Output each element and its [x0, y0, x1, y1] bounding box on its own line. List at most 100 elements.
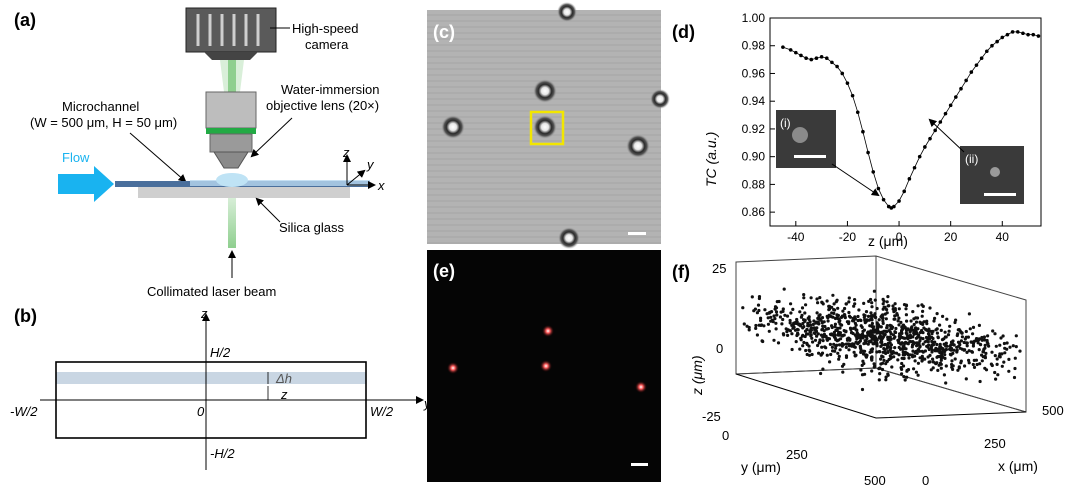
scatter-point [815, 311, 819, 315]
d-xlabel: z (μm) [868, 233, 908, 249]
tc-point [995, 39, 999, 44]
scatter-point [904, 313, 909, 317]
tc-point [985, 49, 989, 54]
f-ytick-250: 250 [786, 447, 808, 462]
scatter-point [822, 320, 826, 324]
scatter-point [808, 330, 813, 334]
tc-point [1015, 30, 1020, 34]
scatter-point [834, 300, 838, 304]
scatter-point [835, 313, 839, 317]
scatter-point [885, 311, 889, 315]
tc-point [876, 186, 881, 191]
scatter-point [935, 331, 940, 335]
scatter-point [792, 325, 796, 329]
scatter-point [875, 344, 879, 348]
objective-label-1: Water-immersion [281, 82, 379, 97]
axes-icon [343, 154, 376, 189]
scatter-point [990, 363, 994, 368]
inset-i-label: (i) [780, 116, 791, 130]
highlight-box [529, 110, 565, 146]
scatter-point [881, 302, 885, 306]
scatter-point [872, 362, 876, 366]
y-tick-label: 0.96 [742, 66, 766, 80]
scatter-point [876, 323, 881, 327]
scatter-point [946, 333, 951, 337]
scatter-point [856, 314, 860, 319]
tc-point [814, 56, 819, 61]
scatter-point [886, 350, 890, 354]
scatter-point [916, 361, 921, 365]
scatter-point [823, 345, 827, 349]
scatter-point [811, 340, 815, 344]
scatter-point [947, 329, 951, 333]
tc-point [948, 103, 953, 108]
scatter-point [899, 320, 903, 324]
scatter-point [943, 353, 947, 357]
scatter-point [944, 364, 948, 368]
scatter-point [860, 387, 865, 392]
scatter-point [806, 332, 810, 336]
scatter-point [767, 329, 771, 333]
scatter-point [953, 357, 957, 361]
scatter-point [848, 326, 853, 330]
tc-point [1005, 32, 1010, 37]
scatter-point [944, 347, 949, 352]
scatter-point [802, 318, 806, 322]
scatter-point [840, 364, 845, 368]
objective-label-2: objective lens (20×) [266, 98, 379, 113]
scatter-point [956, 332, 960, 336]
scatter-point [844, 355, 849, 359]
scatter-point [817, 322, 821, 326]
scatter-point [869, 311, 873, 315]
scatter-point [921, 331, 925, 335]
scatter-point [935, 361, 939, 365]
panel-label-a: (a) [14, 10, 36, 30]
scatter-point [812, 319, 816, 323]
scatter-point [801, 344, 805, 348]
microchannel-label-2: (W = 500 μm, H = 50 μm) [30, 115, 177, 130]
f-ytick-0: 0 [722, 428, 729, 443]
scatter-point [752, 309, 756, 313]
scatter-point [927, 343, 931, 347]
f-xtick-250: 250 [984, 436, 1006, 451]
scatter-point [864, 335, 869, 339]
scatter-point [765, 312, 769, 316]
scatter-point [928, 306, 932, 310]
scatter-point [905, 332, 909, 336]
scatter-point [770, 310, 774, 314]
scatter-point [925, 339, 929, 343]
scatter-point [864, 310, 869, 314]
scatter-point [887, 345, 891, 349]
scatter-point [879, 357, 883, 361]
scatter-point [878, 372, 882, 376]
scatter-point [836, 326, 840, 330]
tc-point [928, 136, 932, 141]
scatter-point [901, 353, 905, 357]
scatter-point [980, 338, 984, 342]
scatter-point [964, 335, 968, 339]
scatter-point [887, 304, 891, 308]
scatter-point [812, 326, 816, 330]
scatter-point [819, 371, 823, 376]
tc-point [1036, 34, 1041, 38]
scatter-point [885, 308, 889, 312]
panel-e: (e) [427, 250, 661, 482]
scatter-point [918, 330, 923, 335]
scatter-point [839, 337, 843, 341]
scatter-point [944, 341, 948, 345]
scatter-point [945, 317, 949, 321]
scatter-point [889, 337, 893, 341]
scatter-point [994, 344, 998, 348]
scatter-point [972, 365, 977, 369]
scatter-point [790, 347, 794, 352]
scatter-point [1014, 345, 1018, 349]
scatter-point [869, 340, 873, 344]
scatter-point [798, 347, 802, 351]
scatter-point [819, 333, 824, 337]
scatter-point [912, 367, 916, 371]
scatter-point [870, 356, 874, 360]
panel-label-b: (b) [14, 306, 37, 326]
scatter-point [881, 297, 885, 301]
tc-point [954, 95, 958, 99]
scatter-point [971, 325, 976, 329]
